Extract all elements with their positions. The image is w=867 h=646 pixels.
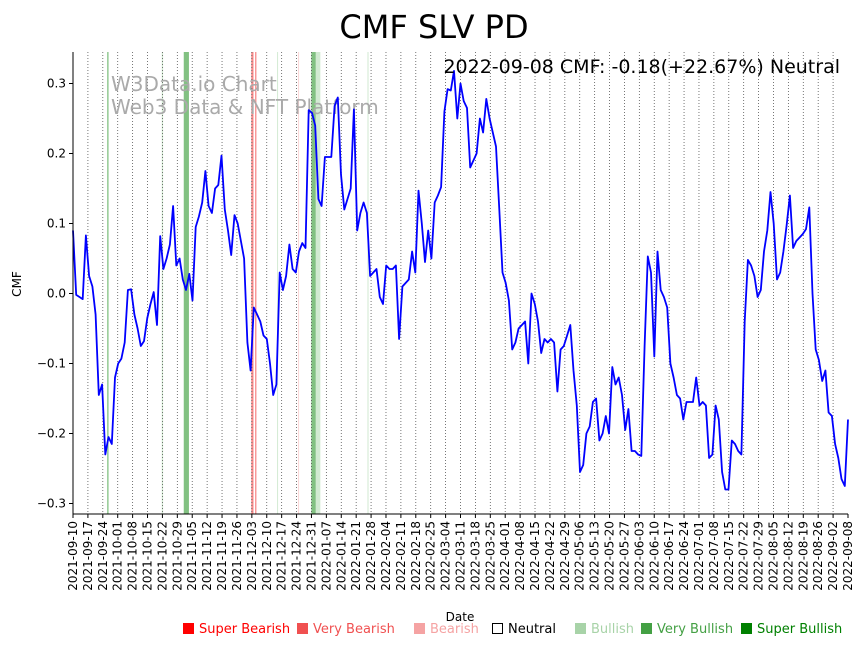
x-tick-label: 2021-09-17 [81, 521, 95, 591]
x-tick-label: 2022-04-01 [498, 521, 512, 591]
legend-swatch-neutral [492, 623, 503, 634]
x-tick-label: 2022-03-18 [468, 521, 482, 591]
x-tick-label: 2022-03-04 [439, 521, 453, 591]
x-tick-label: 2021-11-19 [215, 521, 229, 591]
x-tick-label: 2022-02-11 [394, 521, 408, 591]
x-tick-label: 2022-07-01 [692, 521, 706, 591]
legend-label-bullish: Bullish [591, 622, 634, 637]
x-tick-label: 2022-01-21 [349, 521, 363, 591]
cmf-line [72, 70, 849, 491]
signal-band-bullish [315, 52, 321, 514]
signal-band-very-bullish [183, 52, 189, 514]
x-tick-label: 2021-12-31 [304, 521, 318, 591]
x-tick-label: 2021-10-29 [170, 521, 184, 591]
x-tick-label: 2022-02-25 [424, 521, 438, 591]
x-tick-label: 2022-09-02 [826, 521, 840, 591]
legend-swatch-bullish [575, 623, 586, 634]
legend-swatch-bearish [414, 623, 425, 634]
signal-band-very-bullish [107, 52, 109, 514]
watermark-line-1: W3Data.io Chart [111, 72, 277, 96]
signal-legend: Super Bearish Very Bearish Bearish Neutral B… [183, 622, 842, 637]
x-axis-label: Date [446, 610, 475, 624]
signal-band-very-bearish [255, 52, 257, 514]
legend-label-neutral: Neutral [508, 622, 556, 637]
x-tick-label: 2021-12-24 [290, 521, 304, 591]
legend-label-bearish: Bearish [430, 622, 479, 637]
x-tick-label: 2021-10-22 [155, 521, 169, 591]
x-tick-label: 2021-10-01 [111, 521, 125, 591]
x-tick-label: 2022-09-08 [841, 521, 855, 591]
signal-bands [107, 52, 369, 514]
legend-label-super-bullish: Super Bullish [757, 622, 842, 637]
legend-label-super-bearish: Super Bearish [199, 622, 290, 637]
date-gridlines [87, 52, 834, 514]
x-tick-label: 2021-11-12 [200, 521, 214, 591]
x-tick-label: 2021-10-08 [126, 521, 140, 591]
x-tick-label: 2021-11-05 [185, 521, 199, 591]
x-tick-label: 2022-01-07 [319, 521, 333, 591]
x-tick-label: 2022-08-26 [811, 521, 825, 591]
y-tick-label: 0.1 [47, 217, 66, 231]
x-tick-label: 2022-07-15 [722, 521, 736, 591]
x-tick-label: 2022-07-22 [737, 521, 751, 591]
x-tick-label: 2021-12-10 [260, 521, 274, 591]
x-tick-label: 2022-07-08 [707, 521, 721, 591]
x-tick-label: 2022-03-25 [483, 521, 497, 591]
x-tick-label: 2022-06-10 [647, 521, 661, 591]
x-tick-label: 2022-06-03 [632, 521, 646, 591]
x-tick-label: 2022-06-17 [662, 521, 676, 591]
y-axis-label: CMF [10, 271, 24, 297]
legend-swatch-very-bearish [297, 623, 308, 634]
signal-band-very-bullish [311, 52, 316, 514]
legend-swatch-super-bullish [741, 623, 752, 634]
chart-title: CMF SLV PD [339, 8, 528, 46]
x-tick-label: 2022-05-20 [603, 521, 617, 591]
legend-label-very-bullish: Very Bullish [657, 622, 733, 637]
x-tick-label: 2021-09-24 [96, 521, 110, 591]
x-tick-label: 2022-05-06 [573, 521, 587, 591]
x-tick-label: 2022-01-28 [364, 521, 378, 591]
x-tick-label: 2022-04-15 [528, 521, 542, 591]
x-tick-label: 2022-08-05 [766, 521, 780, 591]
y-tick-label: 0.2 [47, 147, 66, 161]
x-tick-label: 2022-04-22 [543, 521, 557, 591]
x-tick-label: 2022-08-19 [796, 521, 810, 591]
signal-band-bearish [298, 52, 300, 514]
x-tick-label: 2022-04-29 [558, 521, 572, 591]
x-tick-label: 2022-02-18 [409, 521, 423, 591]
x-tick-label: 2022-05-27 [617, 521, 631, 591]
x-tick-label: 2022-04-08 [513, 521, 527, 591]
legend-label-very-bearish: Very Bearish [313, 622, 395, 637]
y-axis-ticks: −0.3 −0.2 −0.1 0.0 0.1 0.2 0.3 [37, 77, 73, 511]
signal-band-very-bearish [251, 52, 254, 514]
x-tick-label: 2022-06-24 [677, 521, 691, 591]
x-tick-label: 2021-10-15 [141, 521, 155, 591]
x-tick-label: 2022-03-11 [454, 521, 468, 591]
cmf-series [72, 70, 849, 491]
status-readout: 2022-09-08 CMF: -0.18(+22.67%) Neutral [443, 56, 840, 78]
y-tick-label: −0.1 [37, 357, 66, 371]
y-tick-label: −0.2 [37, 427, 66, 441]
x-tick-label: 2021-11-26 [230, 521, 244, 591]
x-tick-label: 2022-05-13 [588, 521, 602, 591]
x-tick-label: 2021-12-17 [275, 521, 289, 591]
x-tick-label: 2022-02-04 [379, 521, 393, 591]
legend-swatch-super-bearish [183, 623, 194, 634]
y-tick-label: −0.3 [37, 497, 66, 511]
signal-band-bullish [277, 52, 279, 514]
x-tick-label: 2022-07-29 [752, 521, 766, 591]
x-tick-label: 2022-08-12 [781, 521, 795, 591]
x-tick-label: 2021-09-10 [66, 521, 80, 591]
y-tick-label: 0.0 [47, 287, 66, 301]
signal-band-bullish [367, 52, 369, 514]
legend-swatch-very-bullish [641, 623, 652, 634]
x-tick-label: 2021-12-03 [245, 521, 259, 591]
x-axis-ticks: 2021-09-10 2021-09-17 2021-09-24 2021-10-01… [66, 514, 855, 591]
y-tick-label: 0.3 [47, 77, 66, 91]
x-tick-label: 2022-01-14 [334, 521, 348, 591]
